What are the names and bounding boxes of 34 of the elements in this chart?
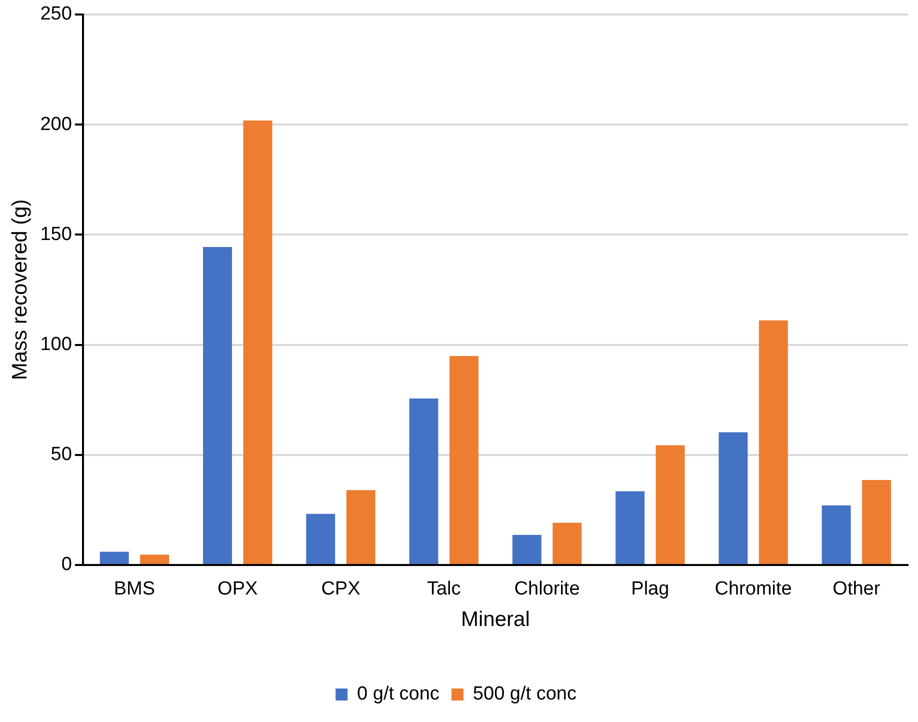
x-tick-label: Chromite [714,578,792,600]
y-axis-title: Mass recovered (g) [8,199,32,380]
x-tick-label: Chlorite [514,578,580,600]
bar [616,491,645,564]
bar [346,490,376,564]
bar [450,356,478,564]
y-tick-label: 100 [40,334,72,355]
bar [140,554,170,564]
x-tick-label: Other [832,578,881,600]
y-tick-label: 50 [50,444,72,466]
x-tick-label: Plag [631,578,670,600]
y-tick-label: 200 [40,114,72,135]
bar [758,320,788,564]
x-tick-label: BMS [114,578,156,600]
bar [306,514,336,564]
bar [409,398,438,564]
legend-label: 0 g/t conc [357,684,440,705]
bar [822,505,851,564]
x-tick-label: Talc [426,578,461,600]
bar [203,246,232,564]
x-axis-title: Mineral [461,608,530,632]
bar [100,552,129,564]
bar [512,534,542,564]
x-tick-label: CPX [321,578,361,600]
x-tick-label: OPX [218,578,258,600]
bar [862,480,892,564]
y-tick-label: 150 [40,224,72,245]
bar [718,432,748,564]
bar [656,445,685,564]
bar [552,522,582,564]
legend-label: 500 g/t conc [472,684,576,705]
y-tick-label: 0 [61,554,72,576]
bar [243,120,272,564]
y-tick-label: 250 [40,4,72,25]
